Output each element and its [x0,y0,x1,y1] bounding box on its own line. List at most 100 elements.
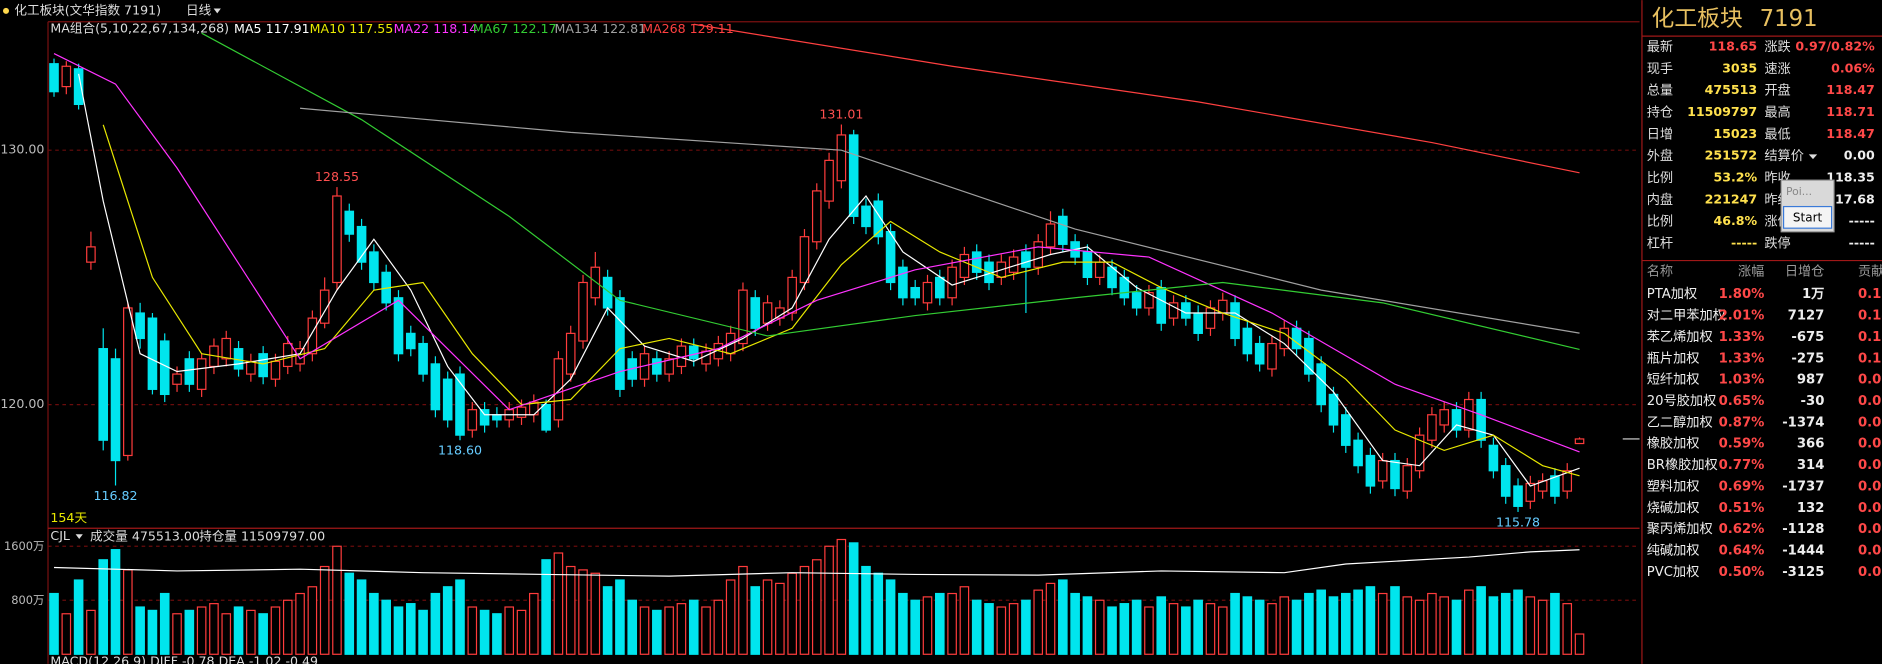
volume-bar [1439,596,1450,655]
candle-body [49,63,59,93]
candle-body [172,373,182,385]
quote-label: 总量 [1647,83,1673,99]
volume-bar [910,599,920,655]
volume-bar [1476,586,1486,655]
volume-bar [1058,579,1068,655]
volume-bar [123,569,133,655]
volume-bar [1340,592,1351,655]
volume-bar [1537,599,1548,655]
volume-bar [1267,603,1277,655]
volume-bar [430,592,441,655]
volume-bar [1550,592,1560,655]
component-cell: 乙二醇加权 [1647,413,1713,430]
volume-bar [1316,589,1326,655]
component-cell: 0.10 [1858,330,1882,345]
candle-body [1513,485,1523,507]
volume-bar [836,538,847,655]
volume-bar [98,559,109,655]
candle-body [1476,398,1486,441]
period-selector[interactable]: 日线 [186,2,212,17]
quote-value: ----- [1731,235,1757,250]
volume-bar [455,579,465,655]
quote-value: 46.8% [1713,213,1757,228]
component-cell: 橡胶加权 [1647,435,1700,452]
component-cell: 0.50% [1719,565,1765,580]
volume-bar [996,606,1007,655]
candle-body [86,246,96,263]
volume-bar [541,559,551,655]
volume-bar [750,586,761,655]
ma-legend-value: 122.81 [602,20,646,35]
volume-bar [602,586,613,655]
volume-bar [172,613,182,655]
volume-bar [1562,603,1573,655]
ma-legend: MA22 118.14 [394,20,478,35]
candle-body [1193,312,1203,334]
candle-body [356,225,367,263]
quote-label: 涨跌 [1764,39,1790,55]
candle-body [196,358,207,390]
component-cell: 987 [1797,373,1825,388]
component-cell: -1444 [1782,544,1824,559]
candle-body [332,195,342,284]
volume-bar [615,579,625,655]
volume-bar [1045,582,1056,655]
quote-value: ----- [1849,235,1875,250]
volume-bar [1488,596,1499,655]
volume-bar [1230,592,1240,655]
component-cell: 132 [1797,501,1825,516]
start-button-label[interactable]: Start [1793,210,1823,224]
candle-body [1365,454,1376,487]
volume-bar [369,592,379,655]
toolbar-title[interactable]: 化工板块(文华指数 7191) [14,2,161,17]
volume-bar [1217,606,1228,655]
candle-body [147,317,158,390]
component-cell: 7127 [1788,309,1825,324]
volume-bar [1500,592,1511,655]
component-cell: -1737 [1782,479,1824,494]
volume-bar [590,572,601,655]
quote-label: 持仓 [1647,104,1673,120]
volume-bar [787,572,797,655]
volume-bar [258,613,268,655]
candle-body [344,210,355,235]
macd-diff: DIFF -0.78 [150,653,215,664]
volume-bar [1304,592,1314,655]
candle-body [898,266,908,299]
period-caret[interactable] [213,8,221,14]
volume-bar [652,609,662,655]
component-cell: -30 [1801,394,1825,409]
volume-bar [196,606,207,655]
volume-bar [1328,596,1339,655]
low-annotation: 116.82 [93,488,137,503]
high-annotation: 128.55 [315,169,359,184]
quote-value: 11509797 [1687,104,1757,119]
volume-bar [1414,599,1425,655]
volume-bar [1094,599,1105,655]
component-cell: 1万 [1802,286,1824,302]
start-button[interactable] [1782,205,1833,229]
volume-bar [934,592,945,655]
volume-bar [1131,599,1142,655]
quote-label: 最低 [1764,126,1790,142]
volume-bar [49,592,59,655]
volume-bar [529,592,539,655]
component-header: 涨幅 [1738,263,1764,279]
candle-body [246,360,256,375]
component-cell: 0.04 [1858,501,1882,516]
quote-value: 117.68 [1826,191,1875,206]
volume-bar [811,559,822,655]
ma-legend-name: MA5 [234,20,261,35]
candle-body [184,358,195,385]
volume-bar [1242,596,1253,655]
y-tick-label: 1600万 [4,539,44,553]
volume-bar [1119,603,1130,655]
quote-value: 475513 [1705,82,1758,97]
component-cell: 纯碱加权 [1647,542,1700,559]
volume-bar [319,565,330,655]
volume-bar [676,603,687,655]
y-tick-label: 800万 [11,593,44,607]
volume-bar [1205,603,1216,655]
volume-caret[interactable] [75,534,83,540]
